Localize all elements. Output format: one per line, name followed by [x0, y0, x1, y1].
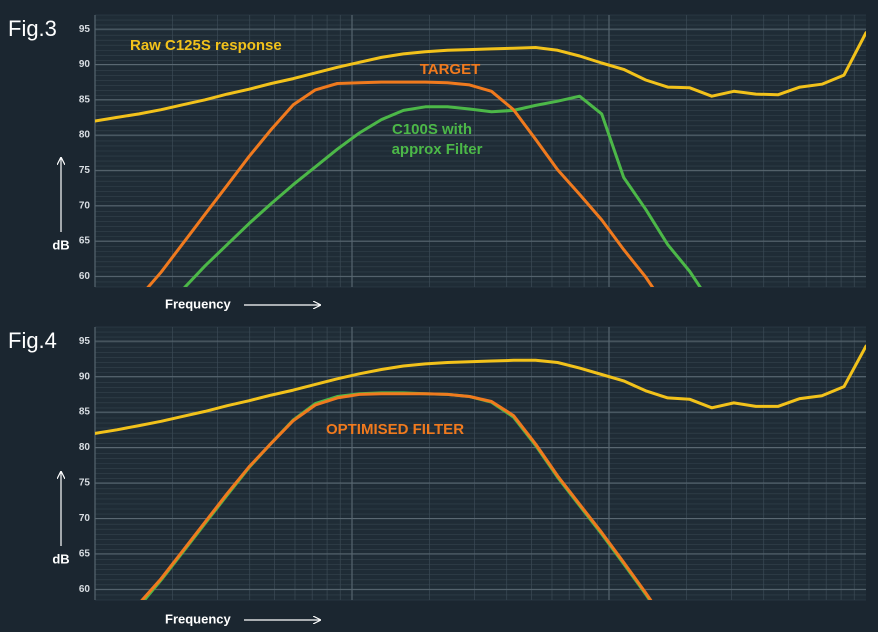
y-tick-label: 85 — [79, 407, 91, 418]
y-axis-label: dB — [52, 237, 69, 252]
series-line — [95, 344, 866, 435]
y-tick-label: 70 — [79, 513, 91, 524]
x-axis-label: Frequency — [165, 611, 232, 626]
series-line — [146, 80, 655, 287]
y-tick-label: 70 — [79, 200, 91, 211]
annotation: approx Filter — [392, 141, 483, 158]
y-tick-label: 60 — [79, 584, 91, 595]
y-tick-label: 90 — [79, 59, 91, 70]
y-tick-label: 60 — [79, 271, 91, 282]
y-tick-label: 85 — [79, 94, 91, 105]
plot-lines — [95, 344, 866, 600]
x-axis-label: Frequency — [165, 296, 232, 311]
annotation: C100S with — [392, 121, 472, 138]
series-line — [140, 392, 653, 600]
y-tick-label: 95 — [79, 24, 91, 35]
y-tick-label: 80 — [79, 442, 91, 453]
y-tick-label: 75 — [79, 478, 91, 489]
y-tick-label: 75 — [79, 165, 91, 176]
y-tick-label: 80 — [79, 130, 91, 141]
y-axis-label: dB — [52, 551, 69, 566]
y-tick-label: 95 — [79, 336, 91, 347]
annotation: TARGET — [420, 61, 481, 78]
figure-title: Fig.4 — [8, 328, 57, 353]
annotation: OPTIMISED FILTER — [326, 421, 464, 438]
series-line — [183, 94, 702, 287]
y-tick-label: 90 — [79, 371, 91, 382]
y-tick-label: 65 — [79, 549, 91, 560]
plot-lines — [95, 31, 866, 287]
series-line — [95, 31, 866, 123]
y-tick-label: 65 — [79, 236, 91, 247]
annotation: Raw C125S response — [130, 37, 282, 54]
figure-title: Fig.3 — [8, 16, 57, 41]
